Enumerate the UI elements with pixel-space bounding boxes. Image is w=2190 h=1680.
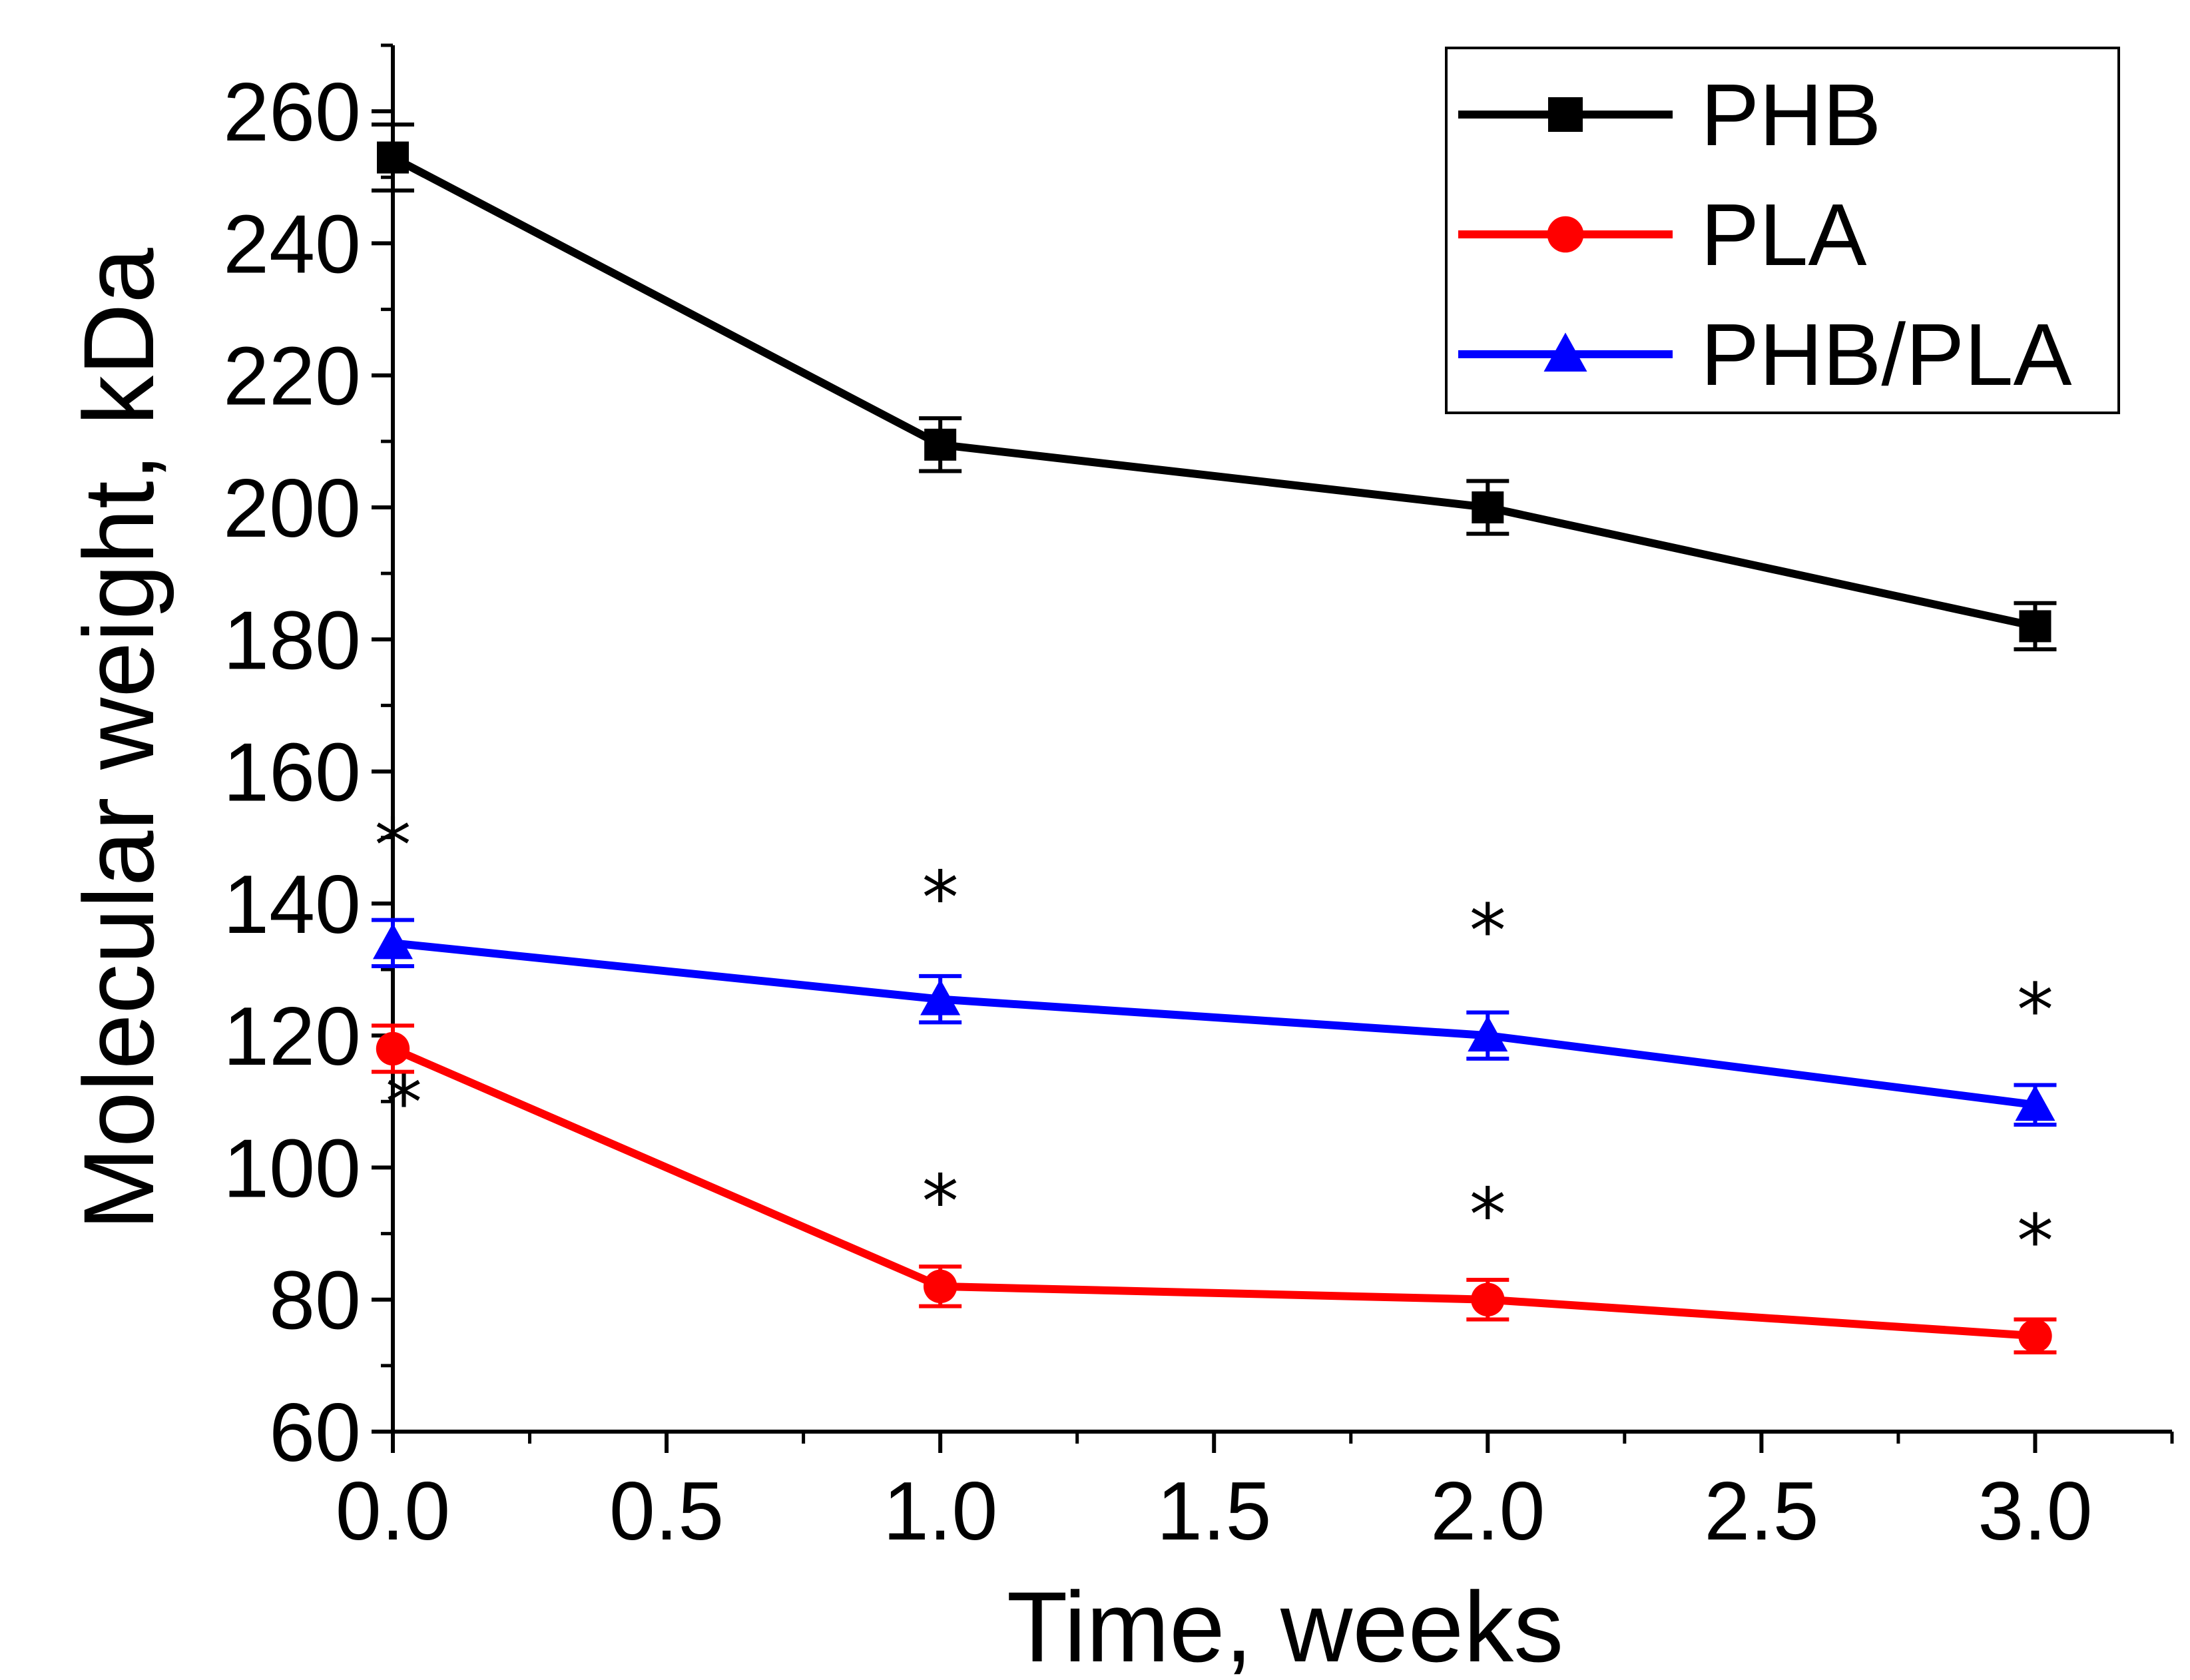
y-axis-title: Molecular weight, kDa (63, 248, 174, 1231)
significance-marker: * (386, 1060, 422, 1145)
data-point-phb (377, 141, 409, 174)
series-line-phb (391, 154, 2036, 631)
y-tick-label: 120 (223, 991, 361, 1083)
y-tick-label: 220 (223, 331, 361, 423)
legend-label-pla: PLA (1701, 186, 1867, 284)
series-line-pla (391, 1045, 2036, 1340)
data-point-phb (2019, 610, 2052, 643)
y-tick-label: 160 (223, 727, 361, 819)
significance-marker: * (1470, 1172, 1506, 1257)
legend: PHB PLA PHB/PLA (1445, 47, 2120, 414)
y-tick-label: 200 (223, 463, 361, 555)
y-tick-label: 260 (223, 67, 361, 158)
x-tick-label: 2.5 (1704, 1466, 1818, 1557)
data-point-pla (923, 1269, 958, 1304)
y-tick-label: 60 (269, 1387, 361, 1479)
data-point-phb-pla (920, 979, 961, 1015)
data-point-phb (924, 428, 957, 461)
legend-marker-phb-pla (1543, 332, 1587, 372)
significance-marker: * (1470, 888, 1506, 974)
x-tick-label: 0.0 (336, 1466, 450, 1557)
y-tick-label: 180 (223, 595, 361, 687)
data-point-pla (1471, 1282, 1505, 1316)
x-tick-label: 3.0 (1978, 1466, 2092, 1557)
y-tick-label: 140 (223, 859, 361, 951)
legend-label-phb: PHB (1701, 66, 1881, 164)
legend-label-phb-pla: PHB/PLA (1701, 306, 2072, 404)
data-point-pla (2018, 1319, 2052, 1353)
data-point-phb-pla (2015, 1085, 2055, 1121)
significance-marker: * (375, 802, 411, 888)
x-tick-label: 0.5 (609, 1466, 724, 1557)
legend-marker-phb (1548, 97, 1583, 132)
data-point-phb (1472, 491, 1504, 523)
x-tick-label: 2.0 (1430, 1466, 1545, 1557)
significance-marker: * (922, 1159, 959, 1245)
series-line-phb-pla (392, 939, 2036, 1109)
x-tick-label: 1.0 (883, 1466, 997, 1557)
data-point-phb-pla (1468, 1015, 1508, 1052)
x-axis-title: Time, weeks (1007, 1571, 1563, 1680)
data-point-pla (376, 1031, 410, 1066)
data-point-phb-pla (373, 923, 413, 960)
legend-marker-pla (1547, 216, 1584, 253)
significance-marker: * (2017, 1199, 2053, 1284)
x-tick-label: 1.5 (1157, 1466, 1271, 1557)
y-tick-label: 100 (223, 1123, 361, 1215)
y-tick-label: 240 (223, 198, 361, 290)
significance-marker: * (922, 856, 959, 941)
significance-marker: * (2017, 968, 2053, 1053)
y-tick-label: 80 (269, 1255, 361, 1347)
plot-area: 0.0 0.5 1.0 1.5 2.0 2.5 3.0 60 80 100 120 140 160 180… (223, 43, 2174, 1557)
